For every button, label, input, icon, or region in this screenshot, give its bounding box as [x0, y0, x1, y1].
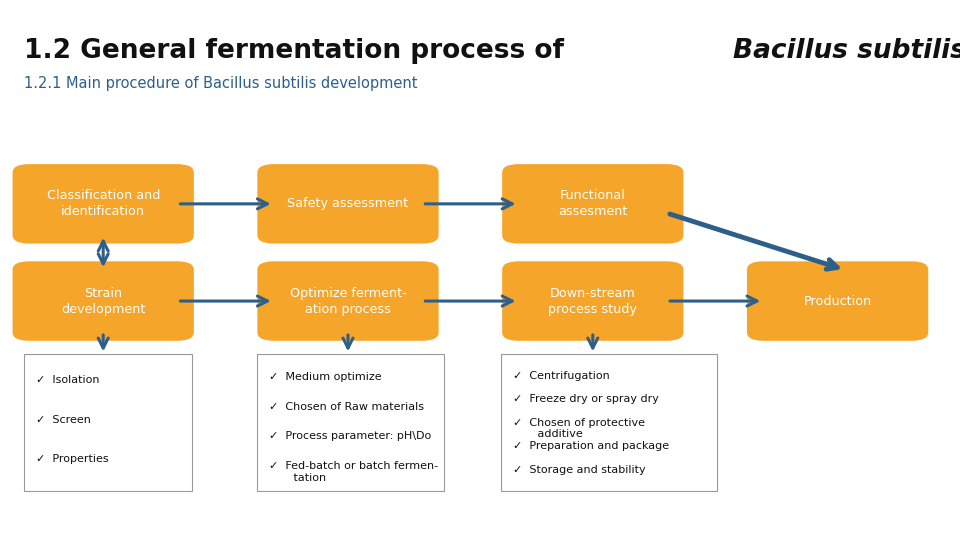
- FancyBboxPatch shape: [12, 260, 195, 342]
- Text: Functional
assesment: Functional assesment: [558, 190, 628, 218]
- Text: ✓  Properties: ✓ Properties: [36, 454, 108, 464]
- Text: ✓  Chosen of protective
       additive: ✓ Chosen of protective additive: [513, 418, 645, 440]
- FancyBboxPatch shape: [12, 163, 195, 245]
- FancyBboxPatch shape: [501, 163, 684, 245]
- Text: 1.2.1 Main procedure of Bacillus subtilis development: 1.2.1 Main procedure of Bacillus subtili…: [24, 76, 418, 91]
- Text: Safety assessment: Safety assessment: [287, 197, 409, 211]
- Text: 1.2 General fermentation process of: 1.2 General fermentation process of: [24, 38, 573, 64]
- FancyBboxPatch shape: [257, 354, 444, 491]
- Text: ✓  Fed-batch or batch fermen-
       tation: ✓ Fed-batch or batch fermen- tation: [269, 461, 438, 483]
- Text: ✓  Isolation: ✓ Isolation: [36, 375, 99, 385]
- Text: ✓  Screen: ✓ Screen: [36, 415, 90, 424]
- Text: ✓  Centrifugation: ✓ Centrifugation: [513, 370, 610, 381]
- FancyBboxPatch shape: [256, 260, 440, 342]
- Text: ✓  Process parameter: pH\Do: ✓ Process parameter: pH\Do: [269, 431, 431, 441]
- Text: Classification and
identification: Classification and identification: [46, 190, 160, 218]
- FancyBboxPatch shape: [746, 260, 929, 342]
- FancyBboxPatch shape: [256, 163, 440, 245]
- Text: ✓  Freeze dry or spray dry: ✓ Freeze dry or spray dry: [513, 394, 659, 404]
- Text: ✓  Storage and stability: ✓ Storage and stability: [513, 465, 645, 475]
- FancyBboxPatch shape: [501, 260, 684, 342]
- Text: Optimize ferment-
ation process: Optimize ferment- ation process: [290, 287, 406, 315]
- Text: Bacillus subtilis: Bacillus subtilis: [732, 38, 960, 64]
- Text: Production: Production: [804, 294, 872, 308]
- Text: ✓  Medium optimize: ✓ Medium optimize: [269, 372, 381, 382]
- Text: ✓  Preparation and package: ✓ Preparation and package: [513, 442, 669, 451]
- Text: ✓  Chosen of Raw materials: ✓ Chosen of Raw materials: [269, 402, 423, 412]
- FancyBboxPatch shape: [501, 354, 717, 491]
- FancyBboxPatch shape: [24, 354, 192, 491]
- Text: Strain
development: Strain development: [61, 287, 145, 315]
- Text: Down-stream
process study: Down-stream process study: [548, 287, 637, 315]
